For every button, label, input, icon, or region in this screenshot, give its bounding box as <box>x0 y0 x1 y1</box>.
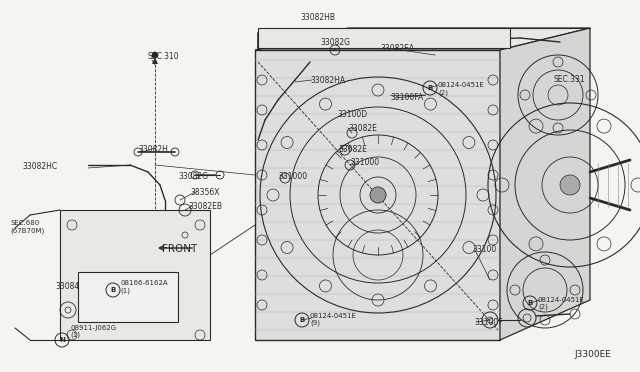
Text: SEC.331: SEC.331 <box>554 75 586 84</box>
Text: SEC.310: SEC.310 <box>148 52 180 61</box>
Text: 08911-J062G
(1): 08911-J062G (1) <box>70 325 116 339</box>
Circle shape <box>560 175 580 195</box>
Text: 33082E: 33082E <box>338 145 367 154</box>
Text: B: B <box>428 85 433 91</box>
Text: 33082G: 33082G <box>178 172 208 181</box>
Text: 33082EB: 33082EB <box>188 202 222 211</box>
Text: FRONT: FRONT <box>162 244 197 254</box>
Text: 33100D: 33100D <box>337 110 367 119</box>
Text: SEC.680
(67B70M): SEC.680 (67B70M) <box>10 220 44 234</box>
Text: B: B <box>300 317 305 323</box>
Text: J3300EE: J3300EE <box>574 350 611 359</box>
Text: 33082E: 33082E <box>348 124 377 133</box>
Text: 08124-0451E
(2): 08124-0451E (2) <box>538 297 585 311</box>
Text: 08124-0451E
(2): 08124-0451E (2) <box>438 82 485 96</box>
Text: 33084: 33084 <box>55 282 79 291</box>
Text: 33100F: 33100F <box>474 318 502 327</box>
Polygon shape <box>258 28 510 48</box>
Polygon shape <box>60 210 210 340</box>
Text: 33100FA: 33100FA <box>390 93 423 102</box>
Bar <box>78 272 178 322</box>
Text: B: B <box>527 300 532 306</box>
Text: 331000: 331000 <box>350 158 379 167</box>
Text: 38356X: 38356X <box>190 188 220 197</box>
Text: 33100: 33100 <box>472 245 496 254</box>
Text: 331000: 331000 <box>278 172 307 181</box>
Text: 08124-0451E
(9): 08124-0451E (9) <box>310 313 357 327</box>
Text: 33082HC: 33082HC <box>22 162 57 171</box>
Circle shape <box>152 52 158 58</box>
Text: 33082HA: 33082HA <box>310 76 345 85</box>
Circle shape <box>370 187 386 203</box>
Polygon shape <box>255 28 590 50</box>
Text: B: B <box>110 287 116 293</box>
Text: 33082H: 33082H <box>138 145 168 154</box>
Text: 33082HB: 33082HB <box>300 13 335 22</box>
Polygon shape <box>500 28 590 340</box>
Text: N: N <box>59 337 65 343</box>
Text: 33082G: 33082G <box>320 38 350 47</box>
Text: 33082EA: 33082EA <box>380 44 414 53</box>
Text: 08166-6162A
(1): 08166-6162A (1) <box>120 280 168 294</box>
Polygon shape <box>255 50 500 340</box>
